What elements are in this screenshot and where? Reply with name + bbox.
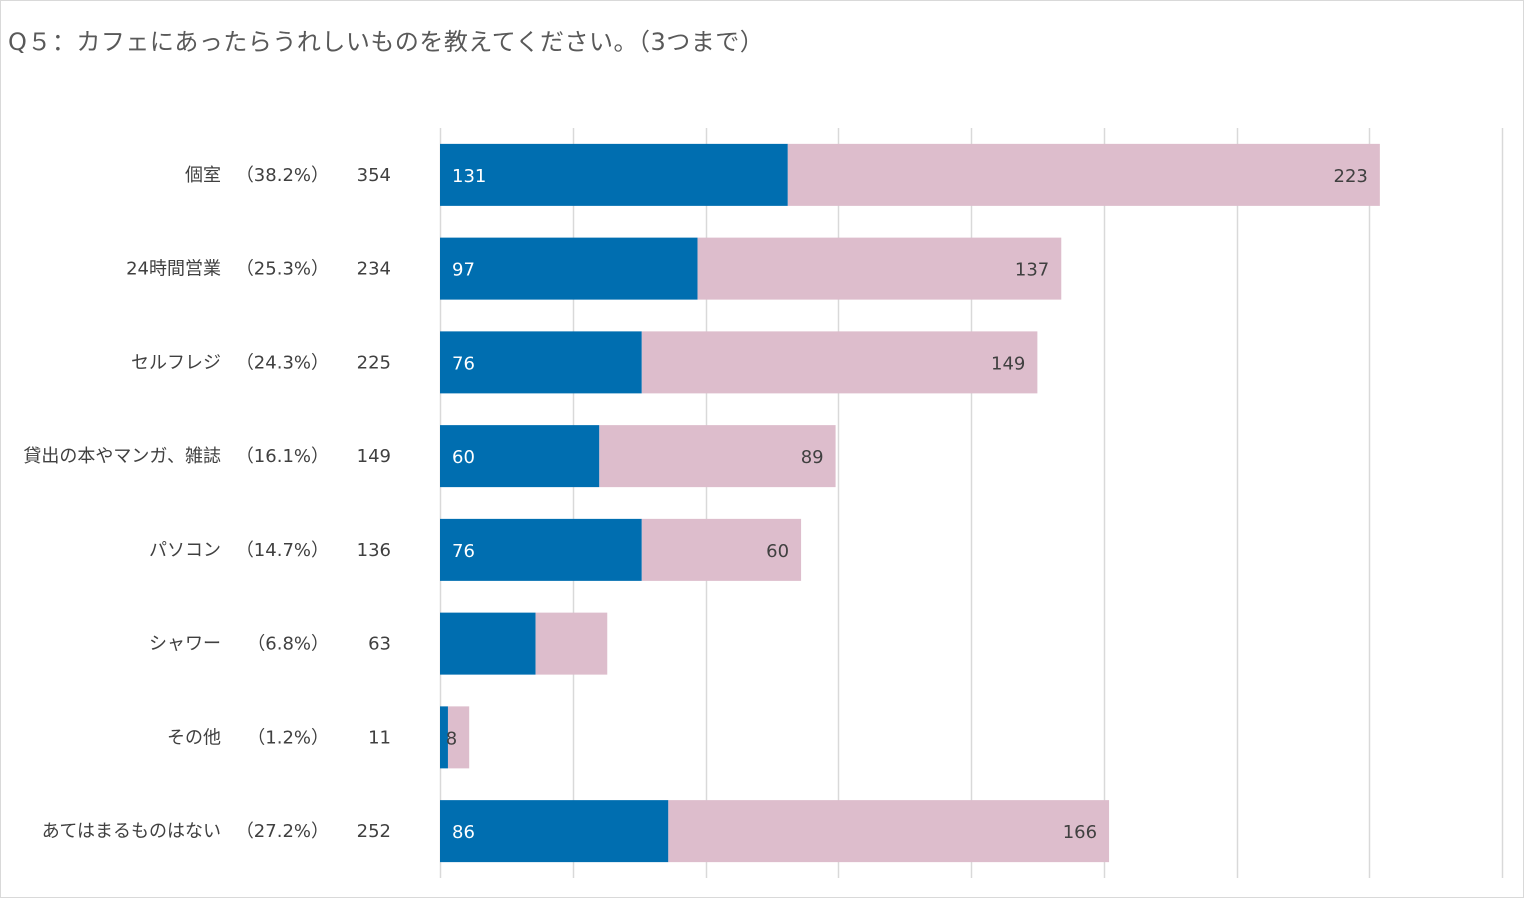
category-label: パソコン: [149, 540, 221, 561]
category-total: 63: [368, 634, 391, 655]
data-label-series-1: 60: [452, 447, 475, 468]
category-percent: （38.2%）: [236, 165, 329, 186]
bar-series-1: [440, 331, 642, 394]
bar-series-1: [440, 143, 788, 206]
category-total: 354: [357, 165, 391, 186]
bar-series-2: [641, 331, 1038, 394]
category-percent: （24.3%）: [236, 352, 329, 373]
bar-series-2: [535, 612, 608, 675]
category-percent: （25.3%）: [236, 259, 329, 280]
category-total: 149: [357, 446, 391, 467]
bar-series-1: [440, 425, 600, 488]
data-label-series-1: 97: [452, 260, 475, 281]
data-label-series-1: 76: [452, 353, 475, 374]
category-total: 225: [357, 352, 391, 373]
data-label-series-2: 223: [1334, 166, 1368, 187]
bar-series-1: [440, 518, 642, 581]
bar-series-1: [440, 237, 698, 300]
data-label-series-1: 131: [452, 166, 486, 187]
bar-series-2: [787, 143, 1380, 206]
category-label: その他: [167, 727, 221, 748]
category-total: 234: [357, 259, 391, 280]
bar-series-2: [697, 237, 1062, 300]
data-label-series-2: 89: [801, 447, 824, 468]
data-label-series-1: 76: [452, 541, 475, 562]
data-label-series-2: 166: [1063, 822, 1097, 843]
data-label-series-2: 137: [1015, 260, 1049, 281]
category-percent: （27.2%）: [236, 821, 329, 842]
category-label: 個室: [185, 165, 221, 186]
data-label-series-2: 8: [446, 728, 457, 749]
category-label: セルフレジ: [131, 352, 221, 373]
category-total: 11: [368, 727, 391, 748]
category-percent: （6.8%）: [247, 634, 329, 655]
category-label: あてはまるものはない: [42, 821, 221, 842]
data-label-series-2: 149: [991, 353, 1025, 374]
bar-series-2: [599, 425, 836, 488]
category-percent: （14.7%）: [236, 540, 329, 561]
data-label-series-1: 86: [452, 822, 475, 843]
bar-series-1: [440, 706, 448, 769]
category-label: シャワー: [149, 634, 221, 655]
category-label: 24時間営業: [126, 259, 221, 280]
category-percent: （1.2%）: [247, 727, 329, 748]
chart-title: Q５：カフェにあったらうれしいものを教えてください。（3つまで）: [8, 28, 765, 56]
bar-series-1: [440, 612, 536, 675]
bar-series-1: [440, 800, 669, 863]
bar-series-2: [447, 706, 470, 769]
category-total: 252: [357, 821, 391, 842]
data-label-series-2: 60: [766, 541, 789, 562]
bar-series-2: [641, 518, 802, 581]
category-percent: （16.1%）: [236, 446, 329, 467]
category-label: 貸出の本やマンガ、雑誌: [23, 446, 221, 467]
bar-series-2: [668, 800, 1110, 863]
category-total: 136: [357, 540, 391, 561]
